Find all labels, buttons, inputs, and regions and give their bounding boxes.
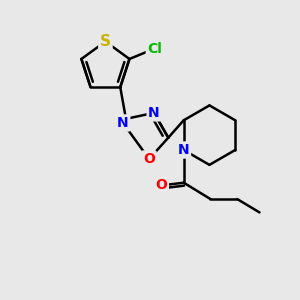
Text: N: N bbox=[148, 106, 160, 120]
Text: O: O bbox=[155, 178, 167, 192]
Text: N: N bbox=[178, 143, 190, 157]
Text: Cl: Cl bbox=[147, 42, 162, 56]
Text: O: O bbox=[143, 152, 155, 166]
Text: N: N bbox=[117, 116, 129, 130]
Text: S: S bbox=[100, 34, 111, 49]
